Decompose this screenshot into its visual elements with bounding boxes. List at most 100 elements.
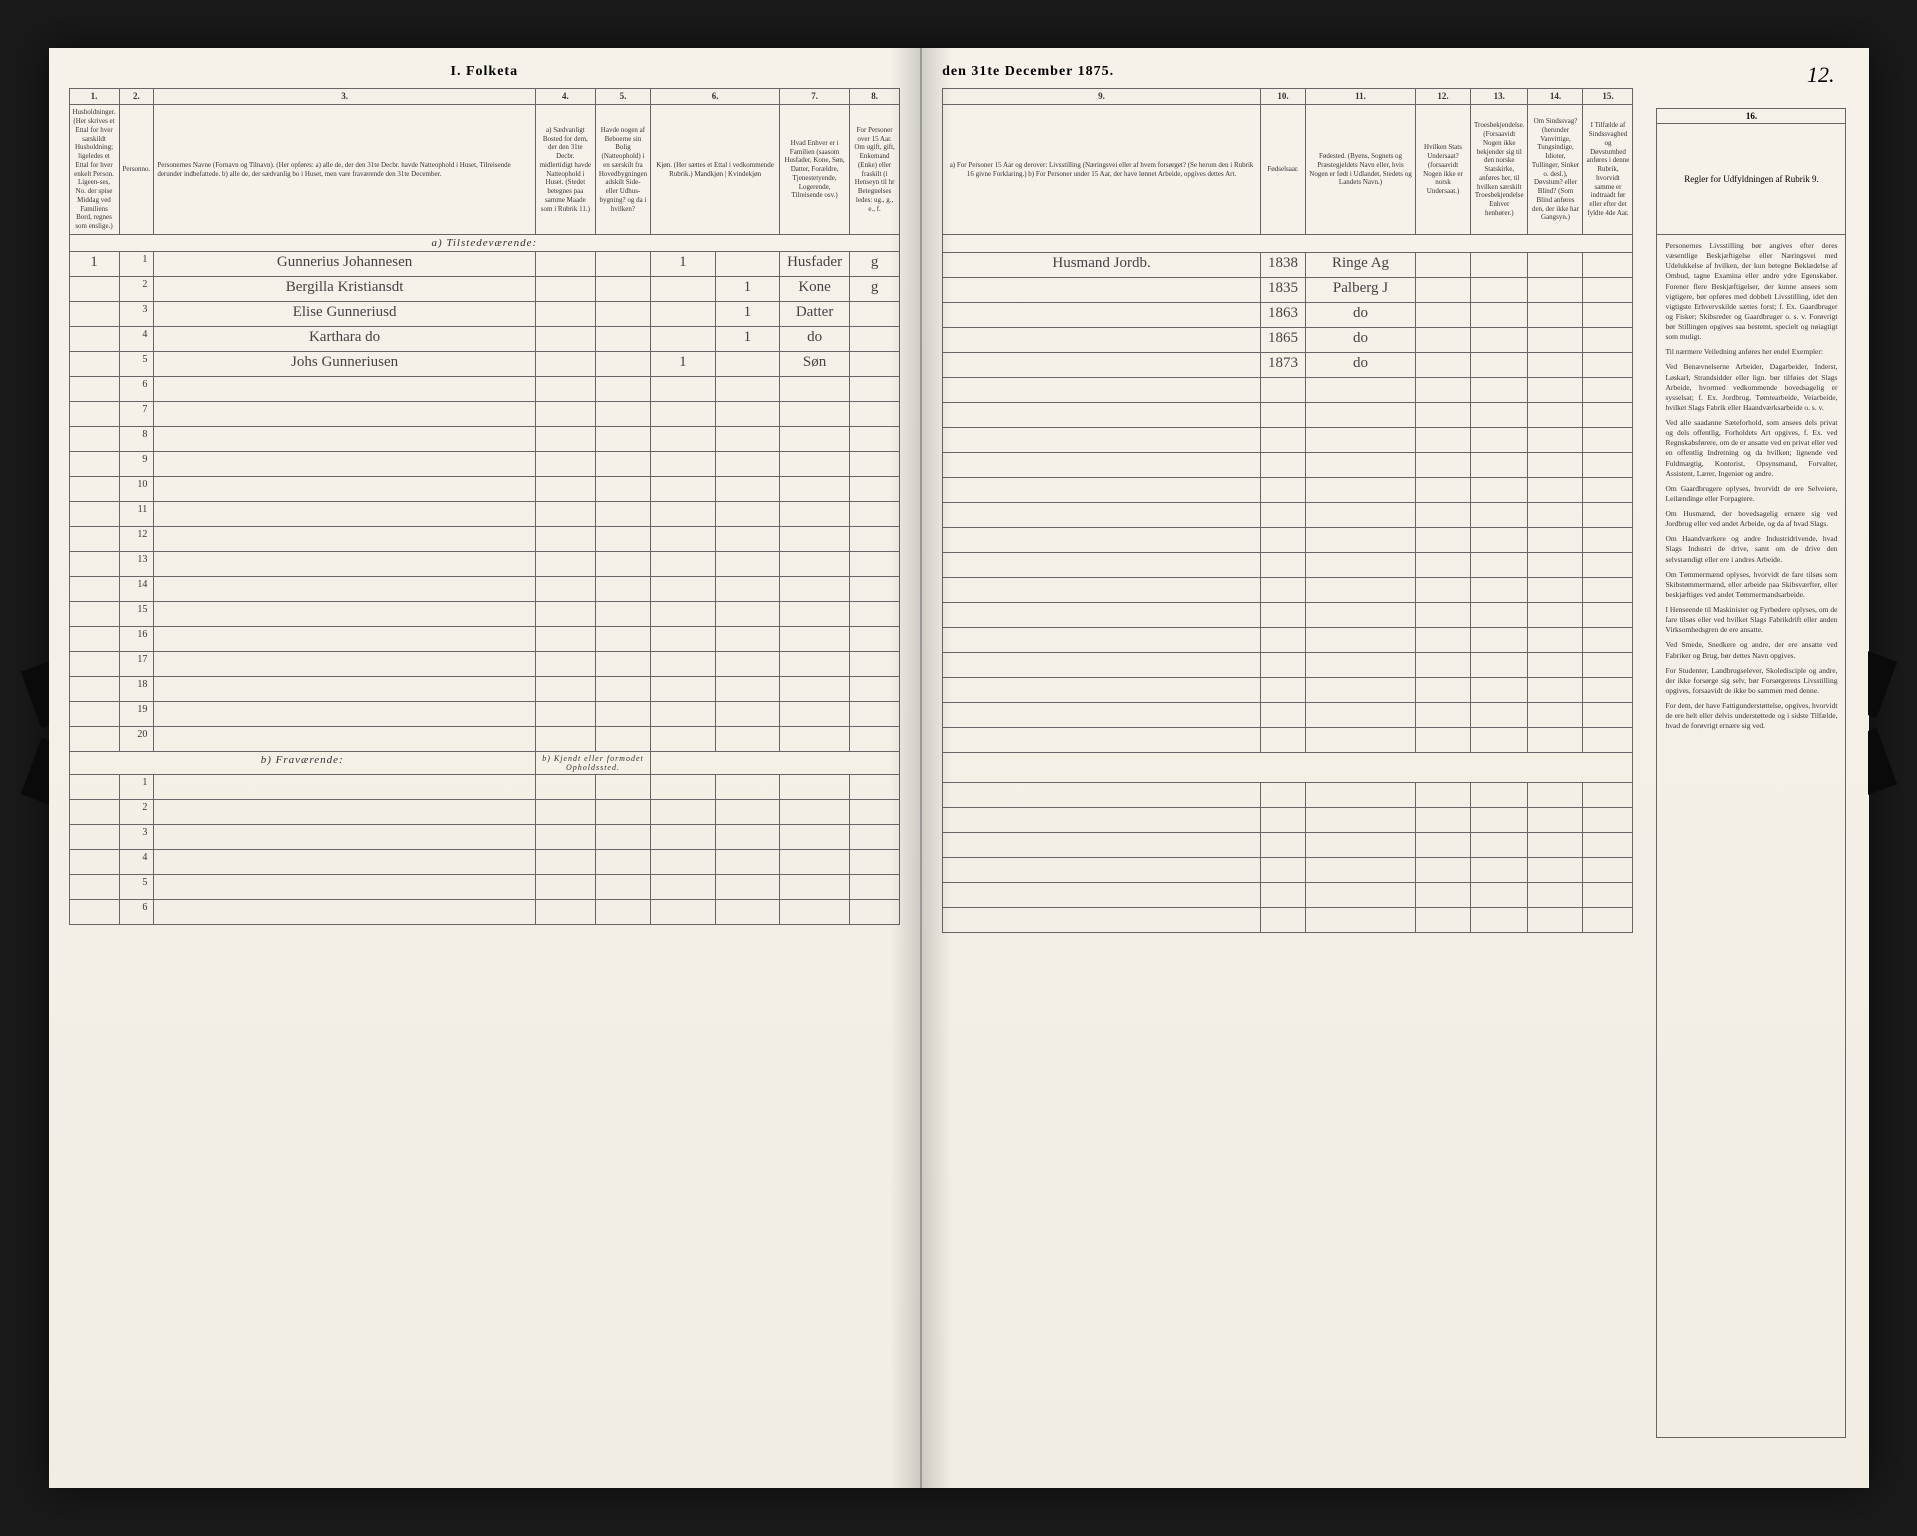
section-b-note: b) Kjendt eller formodet Opholdssted. bbox=[535, 752, 650, 775]
col-num: 1. bbox=[69, 89, 119, 105]
table-row: 2 Bergilla Kristiansdt 1 Kone g bbox=[69, 277, 900, 302]
col-header: Fødested. (Byens, Sognets og Præstegjeld… bbox=[1306, 105, 1416, 235]
col-header: Om Sindssvag? (herunder Vanvittige, Tung… bbox=[1528, 105, 1583, 235]
table-row: 14 bbox=[69, 577, 900, 602]
table-row: Husmand Jordb. 1838 Ringe Ag bbox=[943, 253, 1633, 278]
row-num: 1 bbox=[119, 252, 154, 277]
col-num: 14. bbox=[1528, 89, 1583, 105]
section-a-label: a) Tilstedeværende: bbox=[69, 235, 900, 252]
person-name: Bergilla Kristiansdt bbox=[154, 277, 536, 302]
civil-status: g bbox=[850, 252, 900, 277]
row-num: 5 bbox=[119, 352, 154, 377]
table-row bbox=[943, 678, 1633, 703]
col-header: Personno. bbox=[119, 105, 154, 235]
table-row bbox=[943, 833, 1633, 858]
right-table: 9. 10. 11. 12. 13. 14. 15. a) For Person… bbox=[942, 88, 1633, 933]
table-row: 8 bbox=[69, 427, 900, 452]
column-number-row: 1. 2. 3. 4. 5. 6. 7. 8. bbox=[69, 89, 900, 105]
person-name: Elise Gunneriusd bbox=[154, 302, 536, 327]
row-num: 4 bbox=[119, 327, 154, 352]
birth-year: 1873 bbox=[1261, 353, 1306, 378]
col-num: 13. bbox=[1471, 89, 1528, 105]
table-row: 18 bbox=[69, 677, 900, 702]
table-row bbox=[943, 703, 1633, 728]
birthplace: Ringe Ag bbox=[1306, 253, 1416, 278]
row-num: 3 bbox=[119, 302, 154, 327]
birth-year: 1863 bbox=[1261, 303, 1306, 328]
table-row bbox=[943, 883, 1633, 908]
table-row: 6 bbox=[69, 377, 900, 402]
person-name: Gunnerius Johannesen bbox=[154, 252, 536, 277]
table-row: 1 bbox=[69, 775, 900, 800]
table-row: 1863 do bbox=[943, 303, 1633, 328]
table-row bbox=[943, 428, 1633, 453]
column-header-row: a) For Personer 15 Aar og derover: Livss… bbox=[943, 105, 1633, 235]
rules-column: 16. Regler for Udfyldningen af Rubrik 9.… bbox=[1656, 108, 1846, 1438]
table-row: 1873 do bbox=[943, 353, 1633, 378]
table-row bbox=[943, 858, 1633, 883]
table-row bbox=[943, 783, 1633, 808]
table-row: 16 bbox=[69, 627, 900, 652]
column-header-row: Husholdninger. (Her skrives et Ettal for… bbox=[69, 105, 900, 235]
census-ledger: I. Folketa 1. 2. 3. 4. 5. 6. 7. 8. Husho… bbox=[49, 48, 1869, 1488]
table-row: 5 bbox=[69, 875, 900, 900]
table-row bbox=[943, 578, 1633, 603]
birthplace: Palberg J bbox=[1306, 278, 1416, 303]
table-row: 19 bbox=[69, 702, 900, 727]
page-title-left: I. Folketa bbox=[49, 64, 921, 80]
relation: Kone bbox=[780, 277, 850, 302]
household-num: 1 bbox=[69, 252, 119, 277]
table-row bbox=[943, 628, 1633, 653]
table-row: 13 bbox=[69, 552, 900, 577]
col-header: a) For Personer 15 Aar og derover: Livss… bbox=[943, 105, 1261, 235]
table-row bbox=[943, 378, 1633, 403]
col-num: 9. bbox=[943, 89, 1261, 105]
col-header: Havde nogen af Beboerne sin Bolig (Natte… bbox=[595, 105, 650, 235]
col-num: 11. bbox=[1306, 89, 1416, 105]
table-row bbox=[943, 453, 1633, 478]
table-row: 4 bbox=[69, 850, 900, 875]
table-row bbox=[943, 553, 1633, 578]
col-header: Fødselsaar. bbox=[1261, 105, 1306, 235]
sex-m: 1 bbox=[651, 252, 716, 277]
table-row bbox=[943, 403, 1633, 428]
table-row bbox=[943, 503, 1633, 528]
col-num: 12. bbox=[1416, 89, 1471, 105]
table-row bbox=[943, 808, 1633, 833]
col-header: I Tilfælde af Sindssvaghed og Døvstumhed… bbox=[1583, 105, 1633, 235]
col-num: 3. bbox=[154, 89, 536, 105]
col-header: Hvilken Stats Undersaat? (forsaavidt Nog… bbox=[1416, 105, 1471, 235]
table-row: 5 Johs Gunneriusen 1 Søn bbox=[69, 352, 900, 377]
col-num: 6. bbox=[651, 89, 780, 105]
table-row: 20 bbox=[69, 727, 900, 752]
page-number: 12. bbox=[1807, 62, 1835, 88]
relation: Datter bbox=[780, 302, 850, 327]
col-num: 10. bbox=[1261, 89, 1306, 105]
table-row: 6 bbox=[69, 900, 900, 925]
section-b-label: b) Fraværende: bbox=[69, 752, 535, 775]
table-row: 12 bbox=[69, 527, 900, 552]
table-row: 1 1 Gunnerius Johannesen 1 Husfader g bbox=[69, 252, 900, 277]
table-row: 4 Karthara do 1 do bbox=[69, 327, 900, 352]
rules-body: Personernes Livsstilling bør angives eft… bbox=[1657, 235, 1845, 742]
table-row: 10 bbox=[69, 477, 900, 502]
col-num: 15. bbox=[1583, 89, 1633, 105]
table-row: 11 bbox=[69, 502, 900, 527]
person-name: Karthara do bbox=[154, 327, 536, 352]
table-row bbox=[943, 528, 1633, 553]
page-title-right: den 31te December 1875. bbox=[922, 64, 1868, 80]
table-row: 3 bbox=[69, 825, 900, 850]
col-num: 7. bbox=[780, 89, 850, 105]
table-row: 1865 do bbox=[943, 328, 1633, 353]
col-header: Personernes Navne (Fornavn og Tilnavn). … bbox=[154, 105, 536, 235]
table-row: 2 bbox=[69, 800, 900, 825]
table-row: 17 bbox=[69, 652, 900, 677]
birthplace: do bbox=[1306, 303, 1416, 328]
table-row bbox=[943, 478, 1633, 503]
birthplace: do bbox=[1306, 328, 1416, 353]
col-header: Hvad Enhver er i Familien (saasom Husfad… bbox=[780, 105, 850, 235]
birth-year: 1835 bbox=[1261, 278, 1306, 303]
table-row bbox=[943, 728, 1633, 753]
table-row: 7 bbox=[69, 402, 900, 427]
rules-title: Regler for Udfyldningen af Rubrik 9. bbox=[1657, 124, 1845, 235]
